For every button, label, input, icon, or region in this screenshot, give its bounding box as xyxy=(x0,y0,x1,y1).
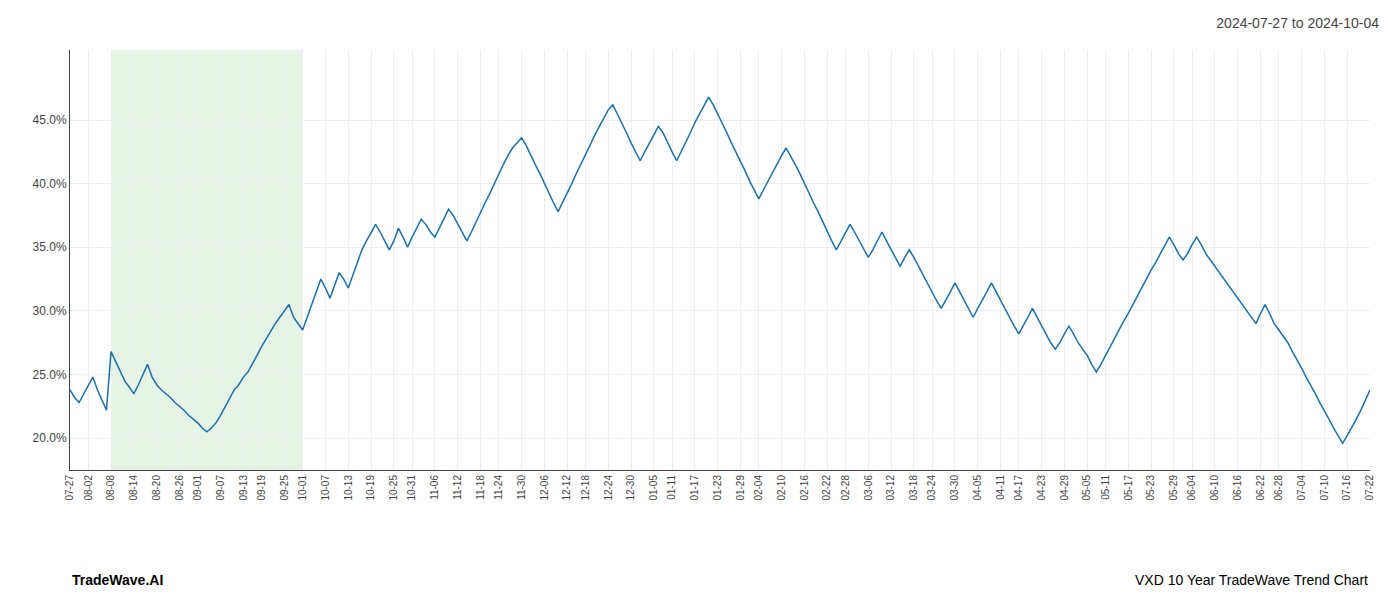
svg-text:04-23: 04-23 xyxy=(1036,475,1047,501)
svg-text:10-25: 10-25 xyxy=(388,475,399,501)
svg-text:06-28: 06-28 xyxy=(1273,475,1284,501)
svg-text:04-17: 04-17 xyxy=(1013,475,1024,501)
svg-text:04-11: 04-11 xyxy=(995,475,1006,500)
svg-text:09-25: 09-25 xyxy=(279,475,290,501)
svg-text:12-06: 12-06 xyxy=(539,475,550,501)
svg-text:45.0%: 45.0% xyxy=(33,113,67,127)
svg-text:10-07: 10-07 xyxy=(320,475,331,501)
svg-text:08-26: 08-26 xyxy=(174,475,185,501)
svg-text:03-24: 03-24 xyxy=(926,475,937,501)
svg-text:10-31: 10-31 xyxy=(406,475,417,501)
svg-text:03-18: 03-18 xyxy=(908,475,919,501)
svg-text:06-10: 06-10 xyxy=(1209,475,1220,501)
svg-text:01-29: 01-29 xyxy=(735,475,746,501)
svg-text:04-29: 04-29 xyxy=(1059,475,1070,501)
svg-text:05-17: 05-17 xyxy=(1123,475,1134,501)
svg-text:12-18: 12-18 xyxy=(580,475,591,501)
svg-text:01-05: 01-05 xyxy=(648,475,659,501)
svg-text:11-06: 11-06 xyxy=(429,475,440,500)
svg-text:2024-07-27 to 2024-10-04: 2024-07-27 to 2024-10-04 xyxy=(1216,15,1379,31)
svg-text:06-04: 06-04 xyxy=(1186,475,1197,501)
svg-text:05-23: 05-23 xyxy=(1145,475,1156,501)
svg-text:01-11: 01-11 xyxy=(666,475,677,500)
svg-text:01-23: 01-23 xyxy=(712,475,723,501)
svg-text:07-04: 07-04 xyxy=(1296,475,1307,501)
svg-text:02-22: 02-22 xyxy=(821,475,832,501)
svg-text:11-24: 11-24 xyxy=(493,475,504,500)
svg-text:04-05: 04-05 xyxy=(972,475,983,501)
svg-text:TradeWave.AI: TradeWave.AI xyxy=(72,572,163,588)
svg-text:09-13: 09-13 xyxy=(238,475,249,501)
svg-text:08-08: 08-08 xyxy=(105,475,116,501)
svg-text:03-12: 03-12 xyxy=(885,475,896,501)
svg-text:07-16: 07-16 xyxy=(1341,475,1352,501)
svg-text:06-22: 06-22 xyxy=(1255,475,1266,501)
svg-text:03-30: 03-30 xyxy=(949,475,960,501)
svg-text:11-30: 11-30 xyxy=(516,475,527,500)
svg-text:VXD 10 Year TradeWave Trend Ch: VXD 10 Year TradeWave Trend Chart xyxy=(1135,572,1368,588)
svg-text:20.0%: 20.0% xyxy=(33,431,67,445)
svg-text:08-20: 08-20 xyxy=(151,475,162,501)
svg-text:12-30: 12-30 xyxy=(625,475,636,501)
svg-text:11-12: 11-12 xyxy=(452,475,463,500)
svg-text:08-14: 08-14 xyxy=(128,475,139,501)
svg-text:25.0%: 25.0% xyxy=(33,368,67,382)
svg-text:09-19: 09-19 xyxy=(256,475,267,501)
svg-text:07-27: 07-27 xyxy=(64,475,75,501)
svg-text:09-01: 09-01 xyxy=(192,475,203,501)
svg-text:05-29: 05-29 xyxy=(1168,475,1179,501)
svg-text:02-10: 02-10 xyxy=(776,475,787,501)
svg-text:10-01: 10-01 xyxy=(297,475,308,501)
svg-text:02-28: 02-28 xyxy=(840,475,851,501)
svg-text:10-13: 10-13 xyxy=(343,475,354,501)
svg-text:07-22: 07-22 xyxy=(1364,475,1375,501)
svg-text:05-11: 05-11 xyxy=(1100,475,1111,500)
svg-text:02-16: 02-16 xyxy=(799,475,810,501)
svg-text:06-16: 06-16 xyxy=(1232,475,1243,501)
svg-text:02-04: 02-04 xyxy=(753,475,764,501)
svg-text:05-05: 05-05 xyxy=(1081,475,1092,501)
svg-text:35.0%: 35.0% xyxy=(33,240,67,254)
svg-text:07-10: 07-10 xyxy=(1319,475,1330,501)
svg-text:40.0%: 40.0% xyxy=(33,177,67,191)
svg-text:10-19: 10-19 xyxy=(365,475,376,501)
svg-text:30.0%: 30.0% xyxy=(33,304,67,318)
svg-text:08-02: 08-02 xyxy=(83,475,94,501)
svg-text:03-06: 03-06 xyxy=(863,475,874,501)
svg-text:12-12: 12-12 xyxy=(561,475,572,501)
svg-text:12-24: 12-24 xyxy=(603,475,614,501)
svg-text:01-17: 01-17 xyxy=(689,475,700,501)
svg-text:09-07: 09-07 xyxy=(215,475,226,501)
svg-text:11-18: 11-18 xyxy=(475,475,486,500)
